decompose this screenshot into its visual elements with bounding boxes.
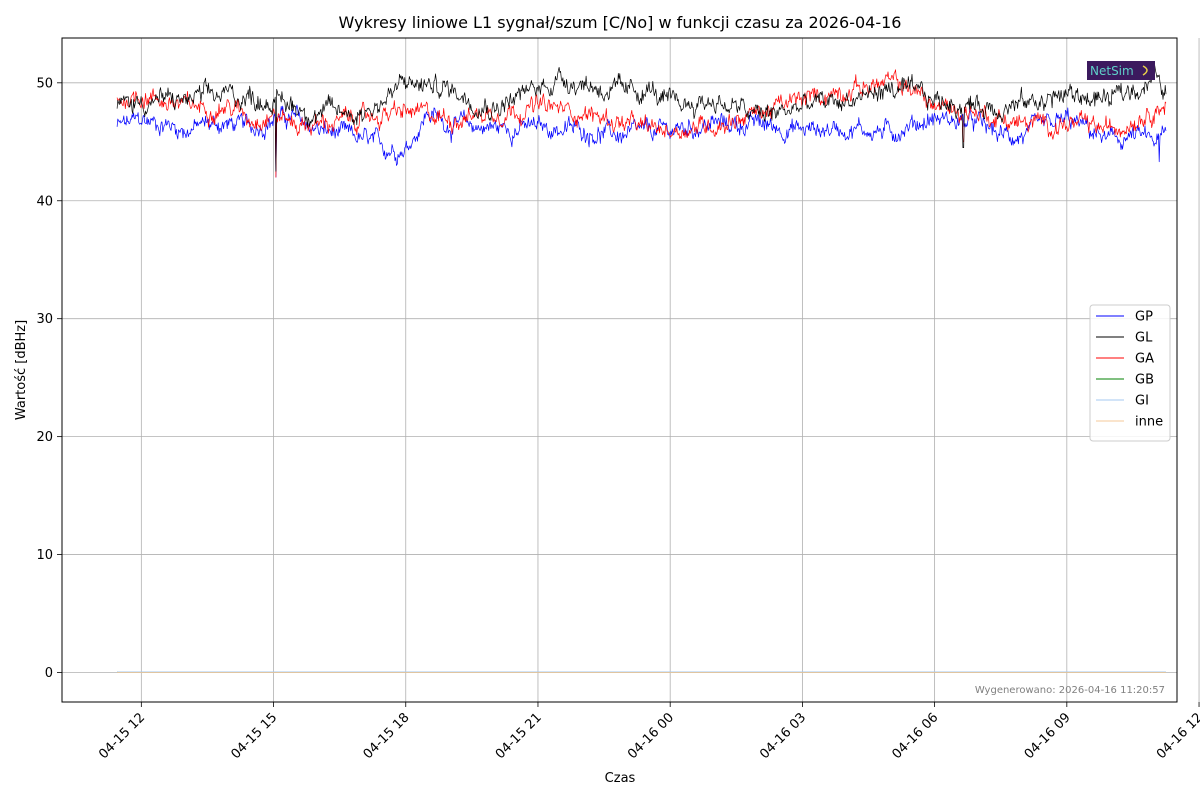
legend: GP GL GA GB GI inne: [1089, 304, 1171, 442]
legend-label-gp: GP: [1135, 310, 1153, 325]
series-lines: [116, 64, 1167, 673]
plot-frame: [61, 37, 1178, 703]
y-tick-label: 40: [36, 194, 53, 209]
y-tick-label: 0: [45, 666, 53, 681]
legend-label-gi: GI: [1135, 394, 1149, 409]
y-axis-ticks: 0 10 20 30 40 50: [36, 76, 62, 681]
chart-title: Wykresy liniowe L1 sygnał/szum [C/No] w …: [339, 13, 902, 32]
legend-label-ga: GA: [1135, 352, 1154, 367]
legend-label-inne: inne: [1135, 415, 1163, 430]
legend-label-gl: GL: [1135, 331, 1153, 346]
y-tick-label: 10: [36, 548, 53, 563]
generated-timestamp: Wygenerowano: 2026-04-16 11:20:57: [975, 685, 1165, 696]
y-tick-label: 20: [36, 430, 53, 445]
series-line-ga: [116, 69, 1167, 178]
series-line-gp: [116, 104, 1167, 178]
y-axis-label: Wartość [dBHz]: [14, 320, 29, 420]
legend-box: [1089, 304, 1171, 442]
x-axis-label: Czas: [605, 771, 636, 786]
svg-text:NetSim: NetSim: [1090, 64, 1134, 78]
y-tick-label: 30: [36, 312, 53, 327]
legend-label-gb: GB: [1135, 373, 1154, 388]
y-tick-label: 50: [36, 76, 53, 91]
series-line-gl: [116, 64, 1167, 172]
netsim-logo: NetSim: [1087, 61, 1155, 80]
